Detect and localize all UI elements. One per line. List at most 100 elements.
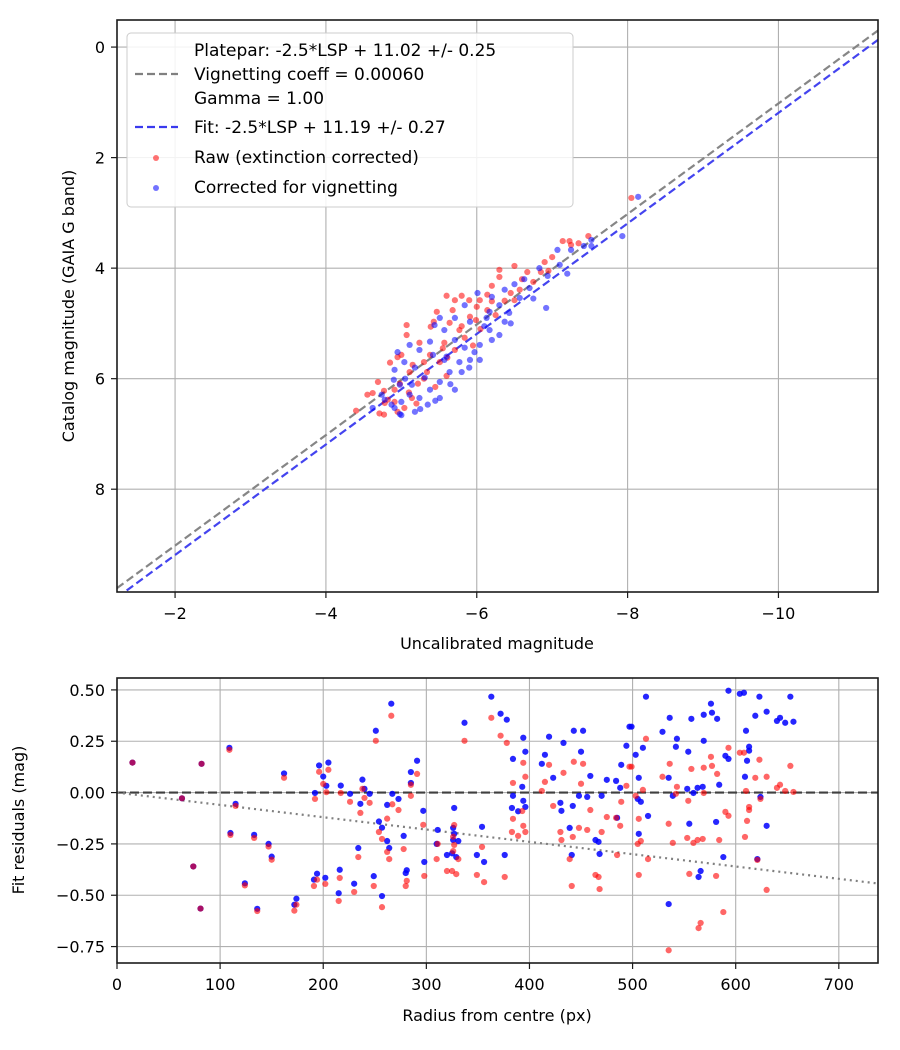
raw-residual-point: [614, 851, 621, 859]
corrected-residual-point: [566, 824, 573, 831]
raw-residual-point: [700, 764, 707, 771]
raw-point: [466, 297, 473, 304]
corrected-residual-point: [508, 804, 516, 812]
raw-point: [472, 316, 480, 324]
corrected-residual-point: [725, 755, 732, 763]
corrected-point: [406, 391, 413, 398]
corrected-point: [426, 338, 434, 345]
corrected-residual-point: [575, 792, 583, 799]
corrected-residual-point: [673, 735, 681, 742]
raw-point: [391, 386, 398, 393]
corrected-residual-point: [665, 774, 672, 781]
bottom-x-tick-label: 300: [411, 975, 442, 994]
corrected-residual-point: [699, 783, 706, 790]
corrected-residual-point: [720, 853, 727, 861]
corrected-point: [486, 326, 493, 334]
corrected-point: [388, 401, 395, 408]
raw-point: [496, 273, 503, 281]
corrected-residual-point: [325, 759, 332, 766]
raw-residual-point: [596, 885, 603, 893]
corrected-point: [588, 236, 595, 244]
raw-point: [575, 240, 582, 247]
corrected-residual-point: [752, 712, 759, 719]
bottom-plot-area: [117, 678, 878, 963]
corrected-residual-point: [384, 837, 391, 845]
raw-point: [545, 267, 552, 275]
corrected-residual-point: [623, 742, 630, 749]
corrected-point: [526, 284, 533, 292]
legend-platepar-label-line1: Platepar: -2.5*LSP + 11.02 +/- 0.25: [194, 41, 496, 61]
corrected-residual-point: [743, 757, 751, 764]
bottom-y-axis-label: Fit residuals (mag): [9, 746, 28, 895]
raw-residual-point: [575, 824, 583, 831]
raw-point: [446, 319, 453, 326]
raw-residual-point: [694, 836, 701, 844]
raw-residual-point: [129, 759, 136, 766]
raw-residual-point: [455, 856, 462, 863]
corrected-point: [398, 412, 405, 419]
raw-residual-point: [359, 785, 366, 792]
corrected-point: [511, 281, 518, 288]
raw-residual-point: [461, 737, 468, 744]
corrected-residual-point: [313, 870, 321, 877]
corrected-residual-point: [598, 792, 605, 799]
bottom-x-tick-label: 400: [514, 975, 545, 994]
raw-residual-point: [268, 856, 275, 863]
corrected-residual-point: [639, 744, 646, 751]
corrected-residual-point: [742, 727, 750, 734]
corrected-point: [451, 314, 458, 321]
raw-residual-point: [756, 756, 763, 763]
top-y-axis-label: Catalog magnitude (GAIA G band): [59, 170, 78, 442]
raw-residual-point: [714, 770, 721, 777]
raw-residual-point: [684, 834, 691, 842]
raw-point: [511, 262, 518, 270]
raw-residual-point: [612, 814, 620, 821]
corrected-point: [417, 405, 424, 413]
raw-residual-point: [746, 806, 753, 814]
corrected-point: [396, 381, 403, 388]
corrected-point: [421, 374, 428, 381]
corrected-point: [451, 336, 458, 344]
bottom-x-tick-label: 500: [617, 975, 648, 994]
corrected-residual-point: [695, 873, 702, 881]
vignetting-model-line: [117, 791, 878, 885]
corrected-point: [506, 309, 513, 317]
top-fit-lines: [117, 29, 878, 592]
raw-residual-point: [618, 798, 625, 805]
corrected-residual-point: [584, 793, 591, 800]
raw-residual-point: [449, 867, 456, 875]
raw-point: [458, 292, 465, 299]
bottom-x-tick-label: 700: [824, 975, 855, 994]
corrected-residual-point: [617, 784, 624, 791]
raw-point: [530, 278, 537, 286]
raw-residual-point: [584, 826, 591, 834]
raw-residual-point: [637, 837, 644, 845]
corrected-residual-point: [378, 824, 386, 831]
corrected-point: [461, 302, 468, 309]
raw-point: [466, 313, 474, 320]
raw-point: [394, 354, 401, 361]
raw-residual-point: [697, 919, 704, 927]
raw-residual-point: [254, 907, 261, 915]
raw-residual-point: [434, 840, 441, 848]
corrected-residual-point: [725, 687, 732, 694]
corrected-residual-point: [280, 770, 288, 777]
raw-residual-point: [720, 908, 727, 916]
raw-residual-point: [508, 828, 516, 836]
raw-residual-point: [501, 873, 508, 881]
corrected-point: [501, 318, 508, 325]
corrected-point: [394, 349, 401, 356]
raw-residual-point: [316, 768, 323, 775]
corrected-residual-point: [366, 790, 373, 797]
bottom-x-tick-label: 600: [720, 975, 751, 994]
corrected-point: [391, 366, 398, 373]
corrected-residual-point: [336, 866, 343, 873]
corrected-residual-point: [637, 798, 644, 805]
raw-residual-point: [522, 828, 529, 836]
raw-point: [492, 312, 499, 319]
bottom-axes-frame: [116, 677, 879, 964]
raw-point: [507, 289, 514, 297]
corrected-point: [543, 304, 550, 312]
raw-residual-point: [713, 872, 720, 880]
raw-residual-point: [545, 761, 553, 768]
